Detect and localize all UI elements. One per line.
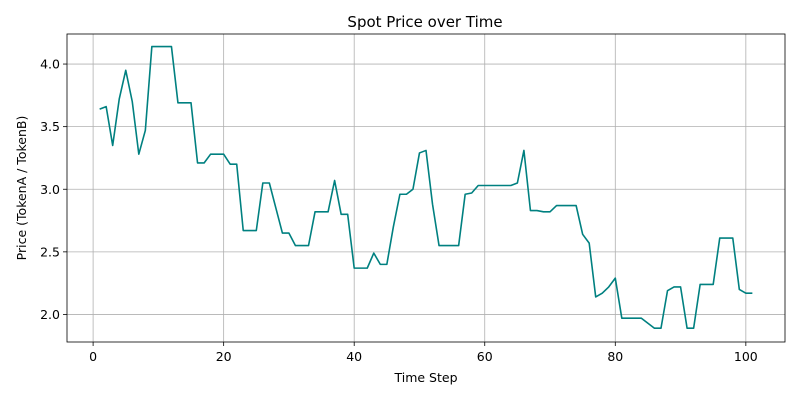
y-tick-label: 2.5: [40, 244, 60, 259]
x-tick-label: 40: [346, 349, 362, 364]
y-tick-label: 3.0: [40, 182, 60, 197]
series-line-layer: [99, 45, 753, 330]
y-tick-label: 4.0: [40, 57, 60, 72]
x-tick-label: 20: [216, 349, 232, 364]
x-tick-label: 100: [734, 349, 758, 364]
x-tick-label: 80: [607, 349, 623, 364]
chart-title: Spot Price over Time: [347, 13, 502, 31]
x-axis-label: Time Step: [393, 370, 457, 385]
grid-lines: [67, 34, 785, 342]
y-tick-label: 2.0: [40, 307, 60, 322]
price-series-line: [99, 45, 753, 330]
y-axis-label: Price (TokenA / TokenB): [14, 116, 29, 261]
y-tick-label: 3.5: [40, 119, 60, 134]
x-tick-label: 0: [89, 349, 97, 364]
x-tick-label: 60: [477, 349, 493, 364]
plot-area-frame: [66, 33, 786, 343]
axis-ticks: 0 20 40 60 80 100 2.0 2.5 3.0 3.5 4.0: [40, 57, 758, 364]
